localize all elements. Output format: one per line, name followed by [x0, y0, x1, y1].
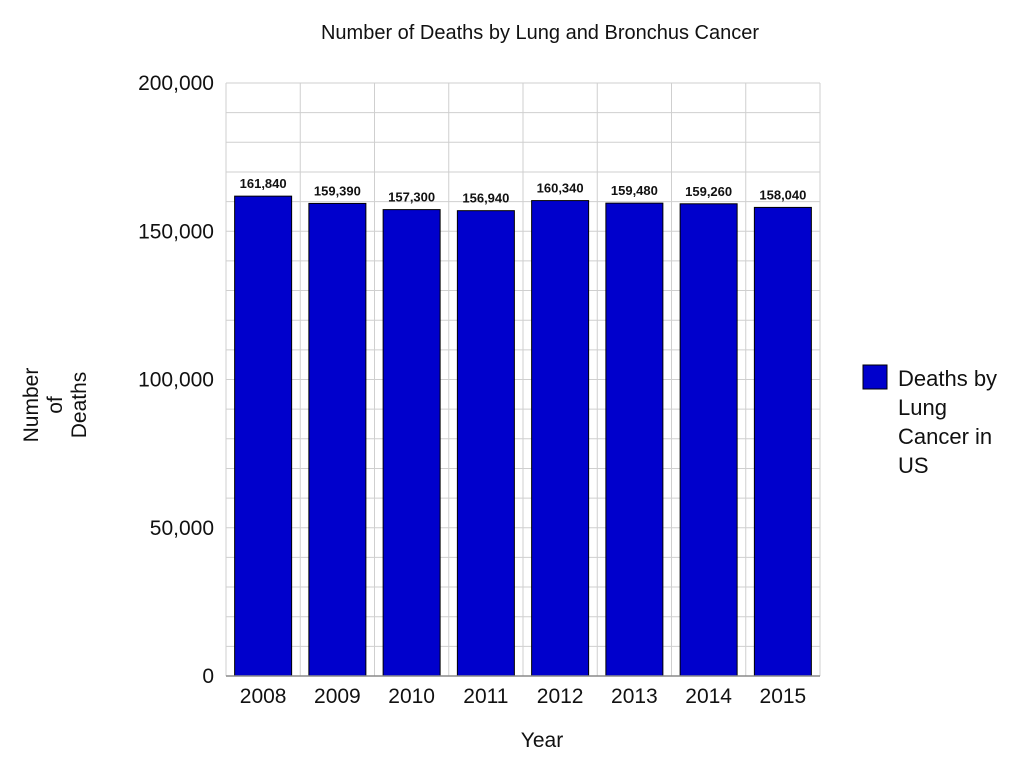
legend: Deaths by Lung Cancer in US [862, 364, 997, 478]
legend-label: Deaths by Lung Cancer in US [898, 366, 997, 478]
x-tick-2011: 2011 [463, 685, 508, 708]
x-tick-2015: 2015 [760, 685, 807, 708]
bar-2015 [753, 206, 812, 677]
legend-label-line: Deaths by [898, 366, 997, 391]
x-tick-2014: 2014 [685, 685, 732, 708]
chart-title: Number of Deaths by Lung and Bronchus Ca… [321, 22, 759, 44]
bars [234, 195, 812, 677]
bar-2013 [605, 202, 664, 677]
x-tick-2010: 2010 [388, 685, 435, 708]
data-label-2009: 159,390 [314, 183, 361, 198]
data-label-2011: 156,940 [462, 191, 509, 206]
data-labels: 161,840 159,390 157,300 156,940 160,340 159,4… [240, 176, 807, 206]
data-label-2012: 160,340 [537, 181, 584, 196]
x-tick-2013: 2013 [611, 685, 658, 708]
y-tick-label: 200,000 [138, 72, 214, 95]
data-label-2010: 157,300 [388, 190, 435, 205]
legend-label-line: Lung [898, 395, 947, 420]
y-axis-label: Number of Deaths [20, 368, 91, 443]
x-axis-label: Year [521, 729, 563, 752]
x-tick-2012: 2012 [537, 685, 584, 708]
bar-2009 [308, 202, 367, 677]
bar-2012 [531, 200, 590, 677]
x-axis-ticks: 2008 2009 2010 2011 2012 2013 2014 2015 [240, 685, 806, 708]
y-tick-label: 150,000 [138, 220, 214, 243]
y-axis-ticks: 0 50,000 100,000 150,000 200,000 [138, 72, 214, 688]
y-tick-label: 50,000 [150, 517, 214, 540]
y-axis-label-line: of [44, 396, 67, 414]
x-tick-2009: 2009 [314, 685, 361, 708]
bar-2010 [382, 209, 441, 677]
data-label-2015: 158,040 [759, 187, 806, 202]
bar-2011 [456, 210, 515, 677]
legend-swatch [862, 364, 888, 390]
legend-label-line: US [898, 453, 929, 478]
y-axis-label-line: Number [20, 368, 43, 443]
legend-label-line: Cancer in [898, 424, 992, 449]
y-tick-label: 0 [202, 665, 214, 688]
y-axis-label-line: Deaths [68, 372, 91, 439]
y-tick-label: 100,000 [138, 369, 214, 392]
bar-2008 [234, 195, 293, 677]
data-label-2008: 161,840 [240, 176, 287, 191]
bar-2014 [679, 203, 738, 677]
x-tick-2008: 2008 [240, 685, 287, 708]
data-label-2014: 159,260 [685, 184, 732, 199]
data-label-2013: 159,480 [611, 183, 658, 198]
